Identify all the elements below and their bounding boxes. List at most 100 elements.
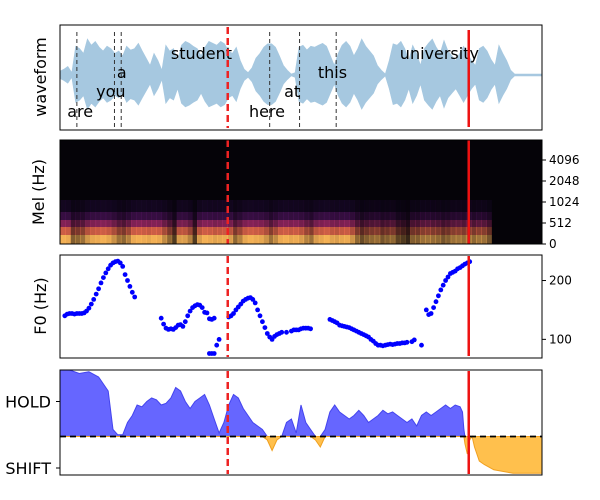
spectrogram-bin <box>141 220 147 227</box>
spectrogram-bin <box>364 220 371 227</box>
spectrogram-bin <box>227 227 234 235</box>
spectrogram-bin <box>268 235 274 244</box>
f0-point <box>231 311 236 316</box>
spectrogram-bin <box>460 220 467 227</box>
f0-point <box>117 260 123 266</box>
mel-tick-label: 2048 <box>549 174 580 188</box>
spectrogram-bin <box>278 212 284 220</box>
spectrogram-bin <box>354 212 360 220</box>
spectrogram-bin <box>212 227 218 235</box>
spectrogram-bin <box>110 227 117 235</box>
spectrogram-bin <box>262 227 269 235</box>
f0-tick-label: 100 <box>549 332 572 346</box>
spectrogram-bin <box>384 200 391 212</box>
spectrogram-bin <box>379 220 386 227</box>
spectrogram-bin <box>247 212 254 220</box>
f0-point <box>127 284 133 289</box>
spectrogram-bin <box>176 200 183 212</box>
mel-tick-label: 0 <box>549 237 557 251</box>
spectrogram-bin <box>65 235 71 244</box>
spectrogram-bin <box>486 220 492 227</box>
spectrogram-bin <box>344 212 350 220</box>
spectrogram-bin <box>131 200 137 212</box>
spectrogram-bin <box>70 200 76 212</box>
spectrogram-bin <box>389 220 396 227</box>
spectrogram-bin <box>420 220 426 227</box>
hold-area <box>59 369 542 437</box>
spectrogram-bin <box>450 212 457 220</box>
spectrogram-bin <box>100 235 107 244</box>
spectrogram-bin <box>171 212 178 220</box>
f0-point <box>187 308 193 314</box>
spectrogram-bin <box>110 220 117 227</box>
spectrogram-bin <box>435 220 442 227</box>
spectrogram-bin <box>460 227 467 235</box>
spectrogram-bin <box>166 227 173 235</box>
f0-point <box>96 286 101 292</box>
spectrogram-bin <box>80 220 86 227</box>
spectrogram-bin <box>359 227 366 235</box>
spectrogram-bin <box>399 235 406 244</box>
spectrogram-bin <box>60 200 66 212</box>
spectrogram-bin <box>303 212 310 220</box>
f0-point <box>132 294 138 300</box>
spectrogram-bin <box>328 235 335 244</box>
spectrogram-bin <box>470 212 477 220</box>
spectrogram-bin <box>60 235 66 244</box>
spectrogram-bin <box>202 235 208 244</box>
spectrogram-bin <box>257 200 264 212</box>
spectrogram-bin <box>207 212 213 220</box>
spectrogram-bin <box>110 235 117 244</box>
spectrogram-bin <box>354 200 360 212</box>
spectrogram-bin <box>60 227 66 235</box>
f0-point <box>180 324 186 329</box>
spectrogram-bin <box>293 227 300 235</box>
spectrogram-bin <box>262 200 269 212</box>
spectrogram-bin <box>268 212 274 220</box>
spectrogram-bin <box>268 200 274 212</box>
spectrogram-bin <box>212 220 218 227</box>
spectrogram-bin <box>70 212 76 220</box>
f0-point <box>431 305 436 310</box>
spectrogram-bin <box>298 235 305 244</box>
spectrogram-bin <box>131 220 137 227</box>
spectrogram-bin <box>131 227 137 235</box>
spectrogram-bin <box>115 200 122 212</box>
spectrogram-bin <box>430 235 437 244</box>
f0-point <box>158 315 164 321</box>
spectrogram-bin <box>85 220 92 227</box>
f0-point <box>120 264 126 269</box>
spectrogram-bin <box>359 212 366 220</box>
spectrogram-bin <box>217 200 223 212</box>
spectrogram-bin <box>156 200 163 212</box>
spectrogram-bin <box>207 235 213 244</box>
spectrogram-bin <box>313 227 320 235</box>
spectrogram-bin <box>445 235 452 244</box>
spectrogram-bin <box>146 212 152 220</box>
spectrogram-bin <box>415 212 421 220</box>
spectrogram-bin <box>481 212 487 220</box>
spectrogram-bin <box>384 227 391 235</box>
spectrogram-bin <box>420 200 426 212</box>
spectrogram-bin <box>151 200 157 212</box>
spectrogram-bin <box>344 200 350 212</box>
spectrogram-bin <box>486 200 492 212</box>
spectrogram-bin <box>65 220 71 227</box>
f0-point <box>211 315 217 321</box>
spectrogram-bin <box>80 212 86 220</box>
spectrogram-bin <box>212 200 218 212</box>
spectrogram-bin <box>288 212 294 220</box>
spectrogram-bin <box>328 212 335 220</box>
spectrogram-bin <box>227 220 234 227</box>
f0-point <box>257 313 263 319</box>
spectrogram-bin <box>227 200 234 212</box>
spectrogram-bin <box>232 227 239 235</box>
spectrogram-bin <box>257 235 264 244</box>
spectrogram-bin <box>349 227 355 235</box>
spectrogram-bin <box>95 220 102 227</box>
spectrogram-bin <box>75 220 81 227</box>
spectrogram-bin <box>146 227 152 235</box>
spectrogram-bin <box>232 200 239 212</box>
spectrogram-bin <box>445 220 452 227</box>
